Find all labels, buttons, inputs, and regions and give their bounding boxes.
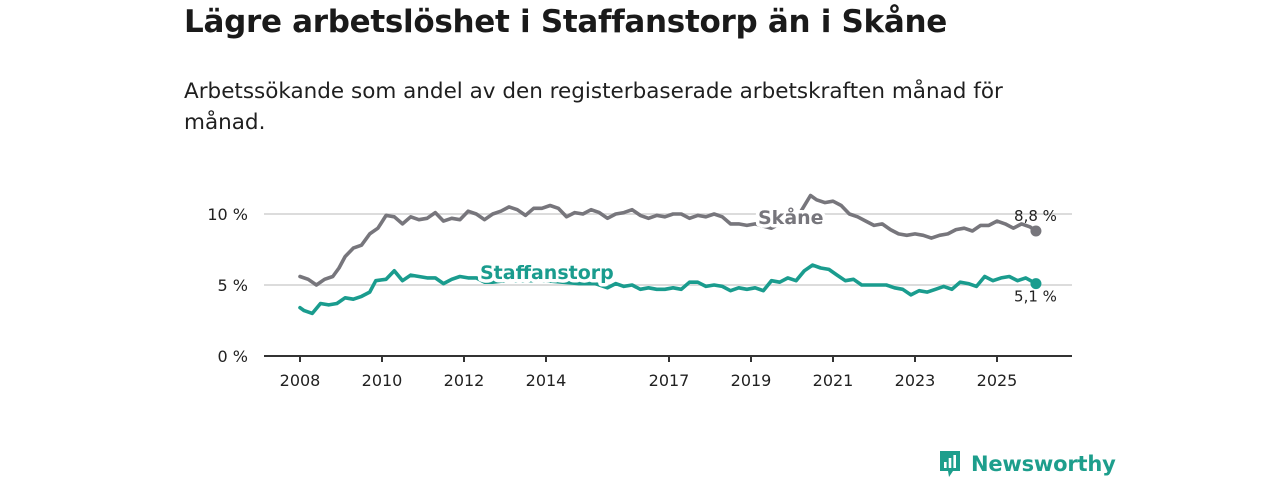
staffanstorp-end-label: 5,1 %	[1014, 288, 1057, 306]
skane-end-label: 8,8 %	[1014, 207, 1057, 225]
gridlines	[264, 213, 1072, 286]
staffanstorp-series-label: Staffanstorp	[480, 262, 614, 284]
staffanstorp-series-label-halo: Staffanstorp	[480, 262, 614, 284]
x-tick-label: 2012	[444, 371, 485, 390]
x-tick-label: 2019	[731, 371, 772, 390]
chart-subtitle: Arbetssökande som andel av den registerb…	[184, 79, 1003, 135]
chart-title: Lägre arbetslöshet i Staffanstorp än i S…	[184, 4, 947, 40]
skane-end-marker	[1030, 225, 1042, 237]
y-tick-label: 5 %	[218, 276, 248, 295]
series-labels: 8,8 %5,1 %SkåneSkåneStaffanstorpStaffans…	[477, 202, 1057, 306]
newsworthy-brand: Newsworthy	[938, 448, 1116, 480]
skane-series-label: Skåne	[758, 205, 824, 229]
x-tick-label: 2010	[362, 371, 403, 390]
newsworthy-logo-icon	[940, 451, 960, 477]
skane-line	[298, 193, 1038, 287]
x-axis: 2008 2010 2012 2014 2017 2019 2021 2023 2025	[264, 355, 1072, 390]
staffanstorp-line	[298, 263, 1038, 316]
x-tick-label: 2023	[895, 371, 936, 390]
x-tick-label: 2021	[813, 371, 854, 390]
series-lines	[298, 193, 1042, 316]
x-tick-label: 2008	[280, 371, 321, 390]
y-tick-label: 10 %	[207, 205, 248, 224]
y-axis-ticks: 0 % 5 % 10 %	[207, 205, 248, 366]
staffanstorp-end-marker	[1030, 278, 1042, 290]
x-tick-label: 2014	[526, 371, 567, 390]
y-tick-label: 0 %	[218, 347, 248, 366]
x-tick-label: 2017	[649, 371, 690, 390]
skane-series-label-halo: Skåne	[758, 205, 824, 229]
brand-name: Newsworthy	[971, 452, 1116, 476]
x-tick-label: 2025	[977, 371, 1018, 390]
